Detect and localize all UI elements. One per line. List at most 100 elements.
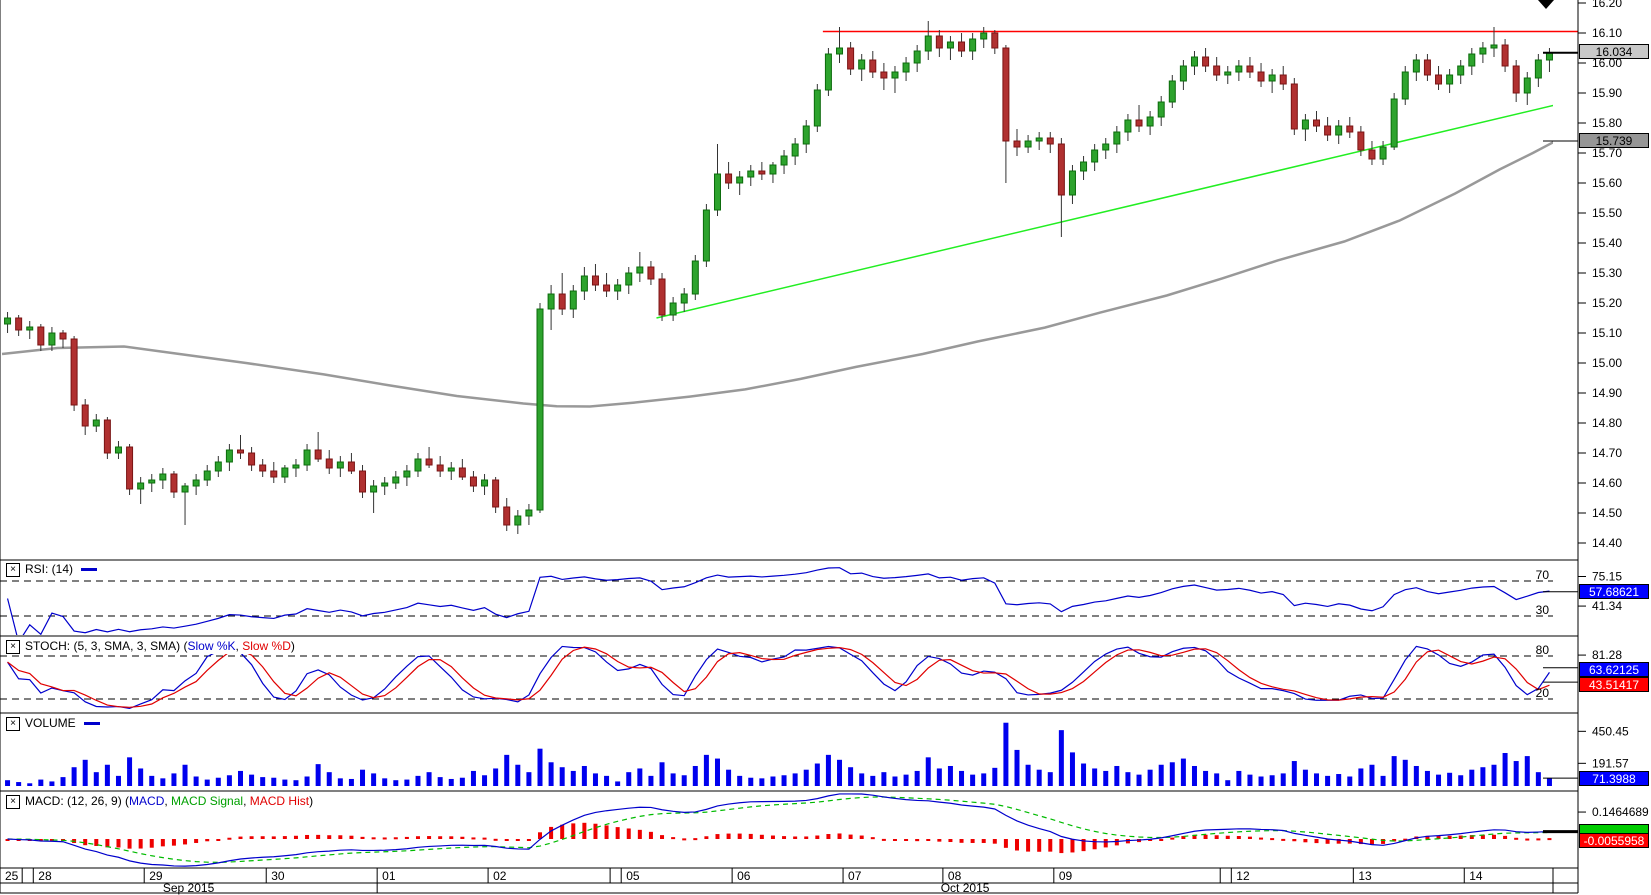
candle xyxy=(558,293,566,310)
stoch-checkbox-icon[interactable]: × xyxy=(6,639,20,654)
candle xyxy=(469,476,477,487)
stoch-legend-label: STOCH: (5, 3, SMA, 3, SMA) (Slow %K, Slo… xyxy=(25,639,295,653)
macd-line-label: MACD xyxy=(129,794,165,808)
candle xyxy=(1279,74,1287,85)
candle xyxy=(248,452,256,466)
candle xyxy=(824,53,832,91)
stoch-d-line xyxy=(7,646,1550,708)
candle xyxy=(1202,56,1210,67)
day-label: 08 xyxy=(948,869,962,883)
candle xyxy=(880,71,888,79)
candle xyxy=(1246,65,1254,73)
candle xyxy=(603,284,611,292)
trend-line xyxy=(656,104,1553,319)
candle xyxy=(214,461,222,472)
day-label: 06 xyxy=(737,869,751,883)
candle xyxy=(181,485,189,493)
candle xyxy=(1490,44,1498,49)
price-tick-label: 15.10 xyxy=(1592,326,1622,340)
candle xyxy=(15,317,23,331)
candle xyxy=(103,419,111,454)
axis-tick-label: 41.34 xyxy=(1592,599,1622,613)
candle xyxy=(736,176,744,184)
candle xyxy=(1313,119,1321,127)
axis-tick-label: 0.1464689 xyxy=(1592,805,1649,819)
day-label: 25 xyxy=(5,869,19,883)
macd-legend-label: MACD: (12, 26, 9) (MACD, MACD Signal, MA… xyxy=(25,794,314,808)
candle xyxy=(969,38,977,52)
candle xyxy=(1401,71,1409,100)
candle xyxy=(747,170,755,178)
candle xyxy=(1435,74,1443,85)
volume-checkbox-icon[interactable]: × xyxy=(6,716,20,731)
price-tick-label: 15.30 xyxy=(1592,266,1622,280)
candle xyxy=(1423,59,1431,76)
macd-checkbox-icon[interactable]: × xyxy=(6,794,20,809)
price-tick-label: 15.40 xyxy=(1592,236,1622,250)
price-tick-label: 14.80 xyxy=(1592,416,1622,430)
candle xyxy=(1013,140,1021,148)
rsi-line-swatch-icon xyxy=(81,568,98,571)
candle xyxy=(48,332,56,346)
candlestick-series xyxy=(4,21,1553,534)
axis-tick-label: 191.57 xyxy=(1592,756,1629,770)
month-label: Sep 2015 xyxy=(163,881,215,895)
candle xyxy=(458,467,466,478)
level-lines xyxy=(0,580,1553,700)
axis-marker-down-triangle-icon[interactable] xyxy=(1538,0,1554,9)
rsi-checkbox-icon[interactable]: × xyxy=(6,562,20,577)
candle xyxy=(1102,143,1110,151)
candle xyxy=(1190,56,1198,67)
candle xyxy=(59,332,67,340)
rsi-legend-label: RSI: (14) xyxy=(25,562,74,576)
candle xyxy=(769,164,777,175)
candle xyxy=(170,473,178,493)
candle xyxy=(236,449,244,454)
candle xyxy=(1257,71,1265,82)
price-tick-label: 15.70 xyxy=(1592,146,1622,160)
axis-tick-label: 81.28 xyxy=(1592,648,1622,662)
month-label: Oct 2015 xyxy=(941,881,990,895)
candle xyxy=(847,47,855,70)
date-axis: 25 28 29 30 01 02 05 06 07 08 09 12 13 14 Sep 2015 Oct … xyxy=(0,868,1554,895)
panel-borders xyxy=(0,0,1578,894)
macd-signal-line xyxy=(7,796,1550,863)
candle xyxy=(758,170,766,175)
candle xyxy=(591,275,599,286)
candle xyxy=(580,275,588,292)
macd-legend: × MACD: (12, 26, 9) (MACD, MACD Signal, … xyxy=(6,794,318,809)
candle xyxy=(1135,119,1143,127)
candle xyxy=(1390,98,1398,148)
rsi-line xyxy=(6,567,1550,635)
day-label: 01 xyxy=(382,869,396,883)
candle xyxy=(1457,65,1465,76)
candle xyxy=(958,41,966,52)
candle xyxy=(26,326,34,331)
stoch-d-label: Slow %D xyxy=(242,639,291,653)
candle xyxy=(137,482,145,490)
candle xyxy=(403,470,411,478)
candle xyxy=(1479,47,1487,55)
axis-tick-label: 450.45 xyxy=(1592,724,1629,738)
candle xyxy=(891,71,899,79)
price-tick-label: 16.10 xyxy=(1592,26,1622,40)
candle xyxy=(1412,59,1420,73)
candle xyxy=(1224,71,1232,76)
candle xyxy=(70,338,78,406)
price-tick-label: 14.90 xyxy=(1592,386,1622,400)
candle xyxy=(1324,125,1332,136)
candle xyxy=(1179,65,1187,82)
candle xyxy=(203,470,211,481)
candle xyxy=(1446,74,1454,85)
candle xyxy=(680,293,688,304)
candle xyxy=(991,32,999,49)
candle xyxy=(1168,80,1176,103)
candle xyxy=(514,515,522,526)
candle xyxy=(392,476,400,484)
price-tick-label: 14.40 xyxy=(1592,536,1622,550)
candle xyxy=(259,464,267,472)
price-tick-label: 16.00 xyxy=(1592,56,1622,70)
candle xyxy=(1046,137,1054,145)
candle xyxy=(1091,149,1099,163)
